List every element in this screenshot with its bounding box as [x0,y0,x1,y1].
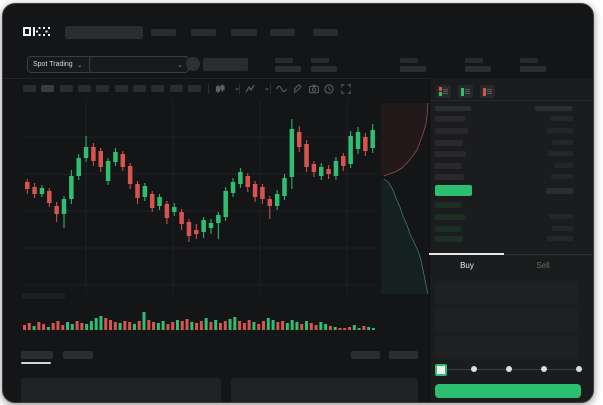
nav-pill[interactable] [231,29,257,36]
bid-amount-bar[interactable] [549,214,573,219]
toolbar-separator [270,84,271,94]
bid-amount-bar[interactable] [547,236,573,241]
bid-price-bar[interactable] [435,226,461,232]
ticker-stat-label [275,58,293,63]
toolbar-separator [239,84,240,94]
tab-buy[interactable]: Buy [460,261,474,270]
market-type-dropdown[interactable]: Spot Trading ⌄ [27,56,93,73]
timeframe-pill[interactable] [78,85,91,92]
ask-amount-bar[interactable] [548,151,573,156]
camera-icon[interactable] [309,84,319,94]
ticker-stat-label [400,58,418,63]
line-tool-icon[interactable] [276,85,287,93]
timeframe-pill[interactable] [96,85,109,92]
orderbook-amount-header [535,106,572,111]
timeframe-pill[interactable] [60,85,73,92]
buy-tab-underline [429,253,504,255]
bid-price-bar[interactable] [435,236,463,242]
orderbook-view-bids-icon[interactable] [458,85,473,98]
nav-pill[interactable] [270,29,295,36]
timeframe-pill[interactable] [151,85,164,92]
app-window: Spot Trading ⌄ ⌄ ⌄ ⌄ [2,3,594,403]
buy-button[interactable] [435,384,581,398]
ticker-stat-label [520,58,538,63]
nav-pill[interactable] [313,29,338,36]
slider-stop-dot[interactable] [471,366,477,372]
timeframe-pill[interactable] [23,85,36,92]
okx-logo[interactable] [23,27,50,36]
bottom-tab-pill[interactable] [389,351,418,359]
ticker-stat-value [400,66,426,72]
timeframe-pill[interactable] [188,85,201,92]
pair-avatar[interactable] [186,57,200,71]
slider-handle[interactable] [435,364,447,376]
ask-price-bar[interactable] [435,140,463,146]
ask-amount-bar[interactable] [547,128,573,133]
orderbook-view-both-icon[interactable] [436,85,451,98]
slider-stop-dot[interactable] [506,366,512,372]
ask-price-bar[interactable] [435,163,461,169]
last-amount-bar[interactable] [546,188,573,194]
orderbook-price-header [435,106,471,111]
bid-amount-bar[interactable] [552,226,573,231]
bid-price-bar[interactable] [435,214,465,220]
clock-icon[interactable] [324,84,334,94]
tab-sell[interactable]: Sell [536,261,550,270]
ticker-stat-value [465,66,491,72]
ask-amount-bar[interactable] [550,116,573,121]
tabs-divider [504,254,593,255]
ticker-stat-label [465,58,483,63]
ask-price-bar[interactable] [435,116,465,122]
fullscreen-icon[interactable] [341,84,351,94]
ticker-stat-value [275,66,301,72]
ask-price-bar[interactable] [435,151,466,157]
timeframe-pill[interactable] [170,85,183,92]
nav-pill[interactable] [191,29,216,36]
search-input[interactable] [65,26,143,39]
orderbook-toolbar-divider [430,100,593,101]
timeframe-pill[interactable] [115,85,128,92]
order-input-field[interactable] [435,281,579,305]
order-input-field[interactable] [435,308,579,332]
ask-price-bar[interactable] [435,128,468,134]
header-divider [3,78,593,79]
ask-amount-bar[interactable] [552,140,573,145]
bid-price-bar[interactable] [435,202,461,208]
chart-style-icon[interactable] [215,84,225,94]
market-type-label: Spot Trading [33,61,73,68]
timeframe-pill[interactable] [41,85,54,92]
chevron-down-icon[interactable]: ⌄ [234,85,240,92]
chevron-down-icon[interactable]: ⌄ [264,85,270,92]
active-tab-underline [21,362,51,364]
positions-panel [231,378,418,402]
order-input-field[interactable] [435,335,579,359]
ticker-stat-value [520,66,546,72]
pair-dropdown[interactable]: ⌄ [89,56,189,73]
ask-amount-bar[interactable] [554,163,573,168]
bottom-tab-pill[interactable] [351,351,380,359]
orderbook-view-asks-icon[interactable] [480,85,495,98]
ticker-stat-label [311,58,329,63]
chevron-down-icon: ⌄ [177,61,183,69]
pair-title-placeholder[interactable] [203,58,248,71]
last-price-bar[interactable] [435,185,472,196]
nav-pill[interactable] [151,29,176,36]
ask-price-bar[interactable] [435,174,464,180]
candlestick-chart [23,100,429,330]
orders-panel [21,378,221,402]
bottom-tab-pill[interactable] [21,351,53,359]
slider-stop-dot[interactable] [576,366,582,372]
slider-stop-dot[interactable] [541,366,547,372]
ask-amount-bar[interactable] [551,174,573,179]
chevron-down-icon: ⌄ [76,61,83,69]
draw-pencil-icon[interactable] [293,84,303,94]
indicator-icon[interactable] [245,84,255,94]
timeframe-pill[interactable] [133,85,146,92]
ticker-stat-value [311,66,337,72]
volume-label-placeholder [21,293,65,299]
toolbar-separator [208,84,209,94]
bottom-tab-pill[interactable] [63,351,93,359]
